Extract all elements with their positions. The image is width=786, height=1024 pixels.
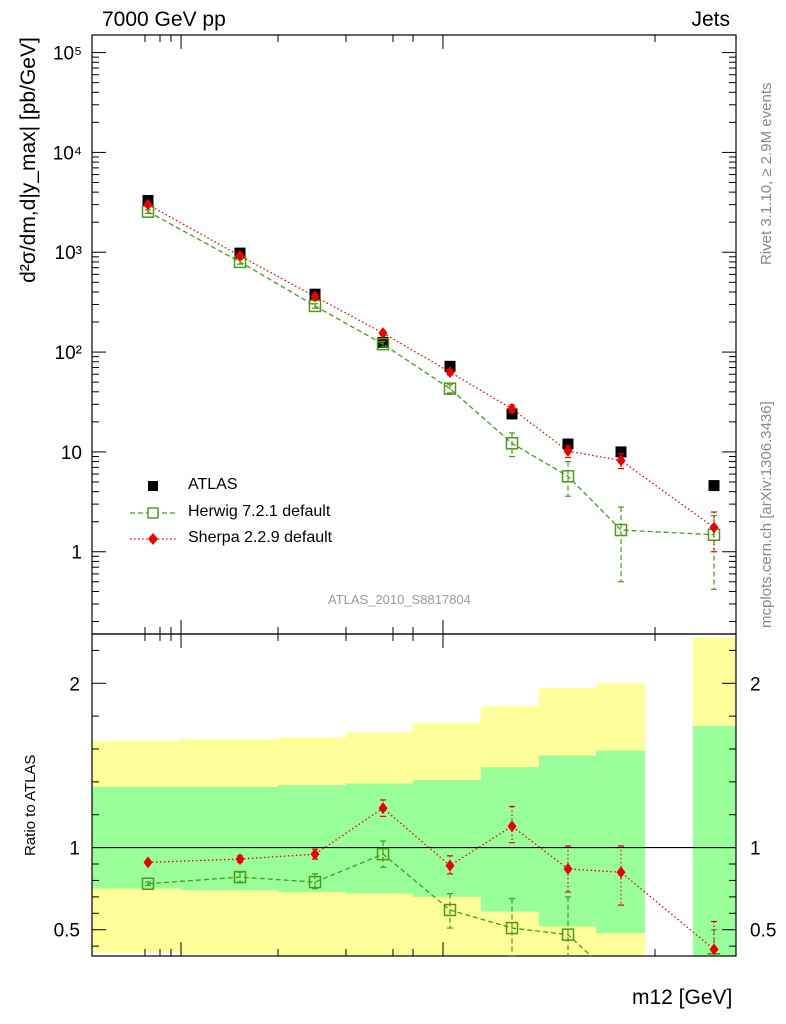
herwig-point bbox=[614, 523, 628, 537]
herwig-point bbox=[505, 437, 519, 450]
sherpa-point bbox=[709, 521, 719, 534]
sherpa-point bbox=[445, 859, 455, 872]
ratio-x-ticks bbox=[144, 634, 656, 956]
sherpa-point bbox=[143, 198, 153, 211]
legend-herwig-marker bbox=[147, 507, 159, 519]
main-y-tick-label: 10² bbox=[55, 343, 82, 364]
main-panel: 1 10 10² 10³ 10⁴ 10⁵ bbox=[53, 34, 737, 635]
ratio-inner-band bbox=[92, 786, 181, 889]
sherpa-point bbox=[507, 820, 517, 833]
ratio-y-ticks: 0.5 0.5 1 1 2 2 bbox=[54, 649, 776, 947]
legend-sherpa-marker bbox=[148, 533, 158, 545]
sherpa-point bbox=[616, 454, 626, 467]
sherpa-point bbox=[445, 366, 455, 379]
ratio-y-tick-label-right: 2 bbox=[750, 674, 761, 695]
energy-label: 7000 GeV pp bbox=[102, 8, 226, 31]
herwig-point bbox=[616, 978, 627, 989]
atlas-point bbox=[708, 480, 720, 492]
legend-atlas-marker bbox=[148, 481, 158, 491]
ratio-uncertainty-bands bbox=[92, 637, 736, 956]
herwig-point bbox=[505, 921, 519, 935]
ratio-panel: 0.5 0.5 1 1 2 2 bbox=[54, 633, 776, 989]
sherpa-point bbox=[310, 290, 320, 303]
legend-atlas-label: ATLAS bbox=[188, 476, 238, 493]
sherpa-point bbox=[310, 848, 320, 861]
sherpa-point bbox=[143, 856, 153, 869]
sherpa-point bbox=[616, 866, 626, 879]
ratio-y-tick-label-right: 0.5 bbox=[750, 921, 776, 942]
herwig-point bbox=[561, 928, 575, 941]
main-y-tick-label: 10⁵ bbox=[53, 44, 82, 65]
ratio-inner-band bbox=[481, 767, 539, 912]
ratio-y-axis-label: Ratio to ATLAS bbox=[22, 754, 39, 856]
ratio-inner-band bbox=[346, 783, 413, 894]
sherpa-point bbox=[378, 327, 388, 340]
main-y-ticks: 1 10 10² 10³ 10⁴ 10⁵ bbox=[53, 44, 736, 623]
main-y-tick-label: 10⁴ bbox=[53, 143, 82, 164]
atlas-point bbox=[615, 446, 627, 458]
x-axis-label: m12 [GeV] bbox=[632, 986, 733, 1009]
main-y-tick-label: 10 bbox=[61, 443, 82, 464]
herwig-point bbox=[376, 847, 390, 861]
process-label: Jets bbox=[691, 8, 730, 31]
sherpa-point bbox=[563, 862, 573, 875]
sherpa-point bbox=[709, 943, 719, 956]
analysis-label: ATLAS_2010_S8817804 bbox=[328, 592, 471, 607]
herwig-point bbox=[443, 903, 457, 917]
main-data-marks bbox=[141, 194, 721, 590]
main-x-ticks bbox=[144, 35, 656, 634]
sherpa-point bbox=[235, 249, 245, 262]
rivet-info-label: Rivet 3.1.10, ≥ 2.9M events bbox=[758, 82, 775, 266]
herwig-point bbox=[141, 877, 155, 890]
herwig-point bbox=[561, 470, 575, 483]
sherpa-point bbox=[235, 853, 245, 866]
legend bbox=[130, 481, 176, 545]
series-line bbox=[147, 211, 715, 536]
ratio-y-tick-label-right: 1 bbox=[750, 839, 761, 860]
legend-sherpa-label: Sherpa 2.2.9 default bbox=[188, 529, 333, 546]
herwig-point bbox=[233, 870, 247, 884]
ratio-inner-band bbox=[693, 726, 736, 956]
main-y-axis-label: d²σ/dm,d|y_max| [pb/GeV] bbox=[17, 37, 40, 283]
herwig-point bbox=[443, 382, 457, 395]
ratio-y-tick-label: 0.5 bbox=[54, 921, 80, 942]
main-y-tick-label: 1 bbox=[71, 543, 82, 564]
ratio-data-marks bbox=[141, 799, 721, 989]
legend-herwig-label: Herwig 7.2.1 default bbox=[188, 503, 331, 520]
atlas-point bbox=[562, 438, 574, 450]
ratio-frame bbox=[91, 633, 737, 957]
ratio-inner-band bbox=[181, 786, 278, 891]
sherpa-point bbox=[378, 802, 388, 815]
source-label: mcplots.cern.ch [arXiv:1306.3436] bbox=[758, 401, 775, 628]
herwig-point bbox=[308, 875, 322, 889]
ratio-y-tick-label: 1 bbox=[69, 839, 80, 860]
main-y-tick-label: 10³ bbox=[55, 243, 82, 264]
ratio-inner-band bbox=[413, 780, 481, 897]
series-line bbox=[147, 807, 715, 950]
sherpa-point bbox=[507, 402, 517, 415]
sherpa-point bbox=[563, 445, 573, 458]
ratio-y-tick-label: 2 bbox=[69, 674, 80, 695]
